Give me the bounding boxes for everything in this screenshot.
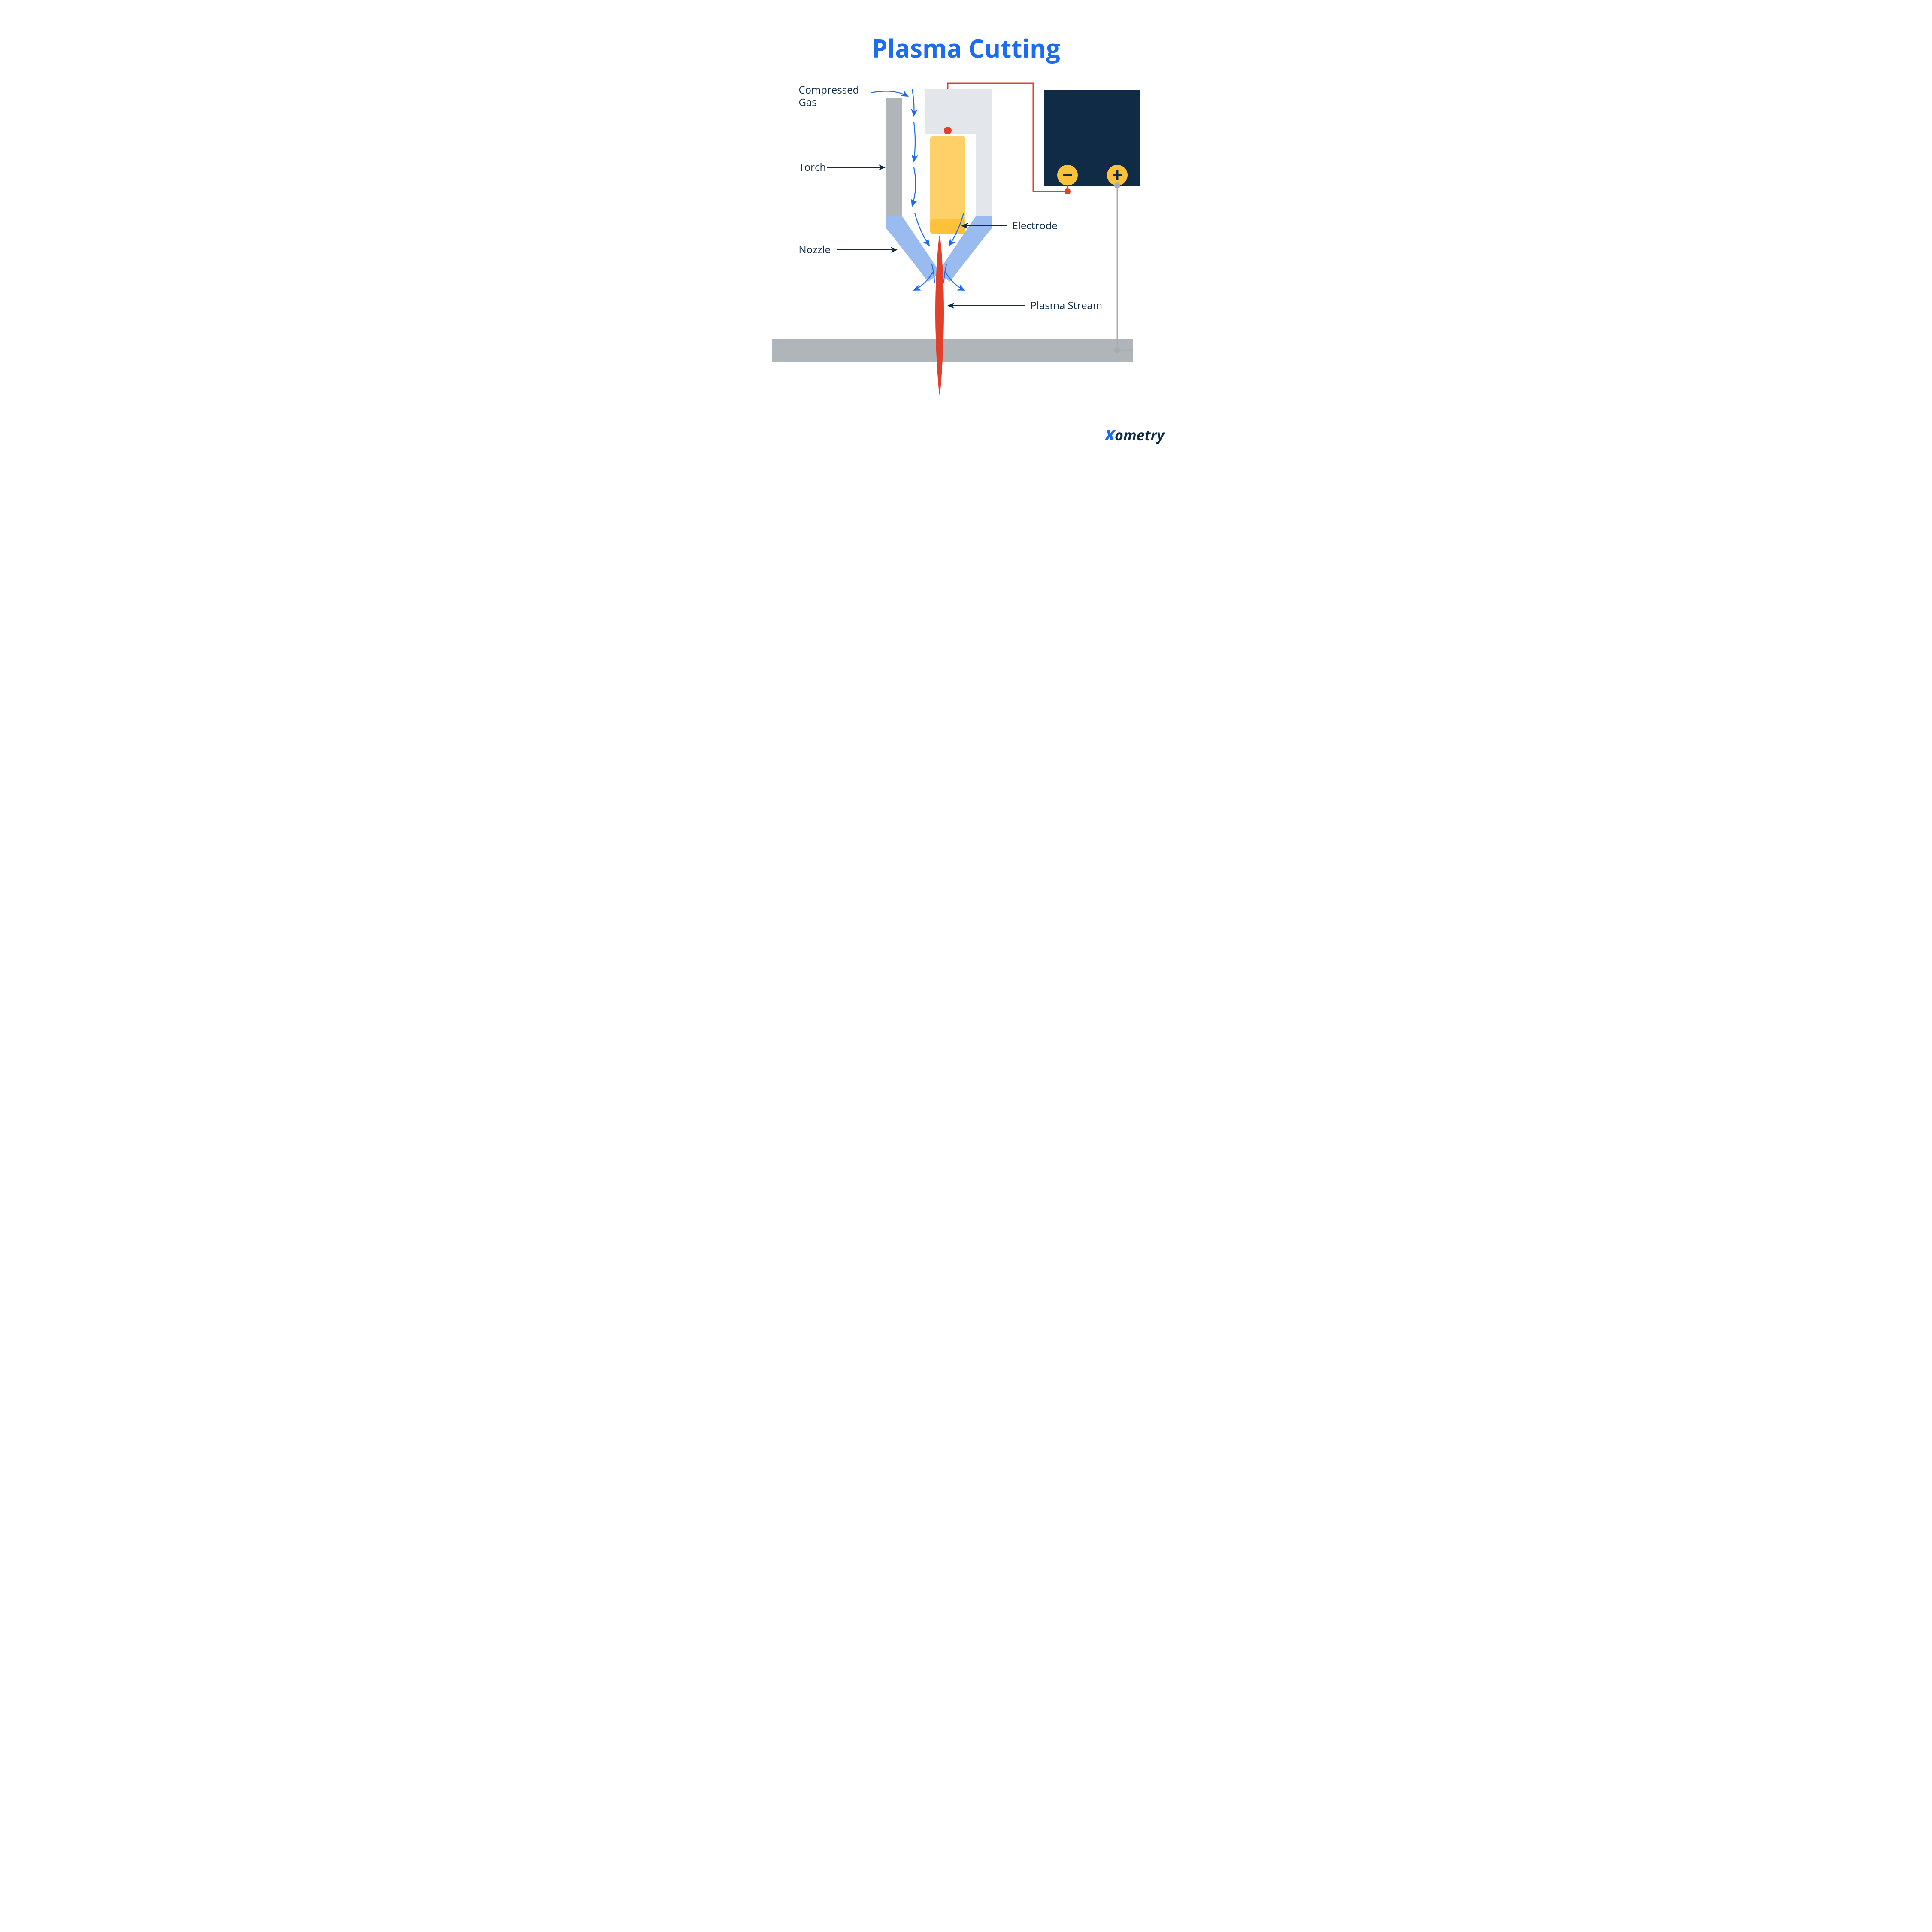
gas-arrow-0 <box>912 89 914 116</box>
brand-logo: Xometry <box>1105 425 1164 445</box>
electrode-tip <box>930 219 965 234</box>
plus-icon-v <box>1116 170 1118 180</box>
plasma-stream <box>935 236 944 395</box>
node-electrode <box>944 127 952 134</box>
minus-icon <box>1063 174 1072 176</box>
wire-positive <box>1117 185 1133 350</box>
node-minus <box>1065 188 1071 194</box>
node-plus <box>1114 182 1120 188</box>
gas-arrow-2 <box>912 167 916 206</box>
gas-arrow-1 <box>914 122 915 161</box>
node-workpiece <box>1114 347 1120 353</box>
diagram-stage: Plasma Cutting Compressed Gas Torch Nozz… <box>734 0 1198 464</box>
torch-left-wall <box>886 98 902 222</box>
pointer-compressed-gas <box>871 91 908 96</box>
diagram-svg <box>734 0 1198 464</box>
workpiece <box>772 339 1133 362</box>
